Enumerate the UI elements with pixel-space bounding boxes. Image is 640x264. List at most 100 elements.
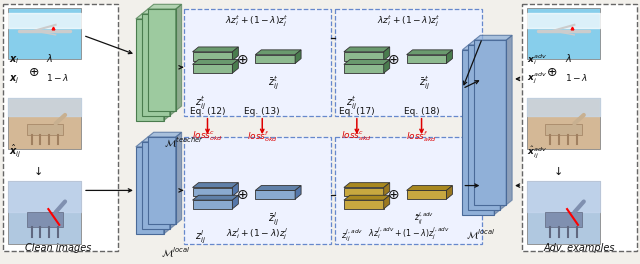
Text: $\boldsymbol{x}^{adv}_i$: $\boldsymbol{x}^{adv}_i$ [527, 52, 547, 67]
Text: $\lambda z^t_i + (1-\lambda)z^t_j$: $\lambda z^t_i + (1-\lambda)z^t_j$ [377, 13, 440, 29]
Text: $\boldsymbol{x}^{adv}_j$: $\boldsymbol{x}^{adv}_j$ [527, 71, 547, 86]
FancyBboxPatch shape [184, 9, 331, 116]
Polygon shape [142, 14, 170, 116]
Polygon shape [170, 9, 175, 116]
FancyBboxPatch shape [522, 4, 637, 251]
Polygon shape [527, 181, 600, 244]
Polygon shape [545, 212, 582, 227]
Polygon shape [175, 132, 182, 224]
Polygon shape [527, 98, 600, 149]
Polygon shape [494, 45, 500, 215]
Text: $loss^c_{okd}$: $loss^c_{okd}$ [192, 129, 223, 143]
Polygon shape [255, 186, 301, 190]
Polygon shape [406, 190, 447, 199]
Polygon shape [148, 9, 175, 111]
FancyBboxPatch shape [184, 137, 331, 244]
Polygon shape [384, 183, 390, 196]
Text: $z^t_{ij}$: $z^t_{ij}$ [195, 95, 206, 112]
Text: $\oplus$: $\oplus$ [236, 188, 248, 202]
Text: $\bar{z}^{l,adv}_{ij}$: $\bar{z}^{l,adv}_{ij}$ [415, 211, 435, 227]
Text: $\downarrow$: $\downarrow$ [31, 165, 42, 177]
Polygon shape [462, 50, 494, 215]
Polygon shape [142, 9, 175, 14]
Polygon shape [344, 60, 390, 64]
Text: $\bar{z}^t_{ij}$: $\bar{z}^t_{ij}$ [419, 75, 430, 92]
FancyBboxPatch shape [3, 4, 118, 251]
Polygon shape [384, 47, 390, 60]
Text: $loss^f_{okd}$: $loss^f_{okd}$ [247, 129, 278, 144]
Polygon shape [406, 50, 452, 55]
Polygon shape [26, 124, 63, 135]
Text: Eq. (13): Eq. (13) [244, 107, 280, 116]
Polygon shape [142, 137, 175, 142]
Text: $\hat{\boldsymbol{x}}^{adv}_{ij}$: $\hat{\boldsymbol{x}}^{adv}_{ij}$ [527, 144, 547, 160]
Polygon shape [344, 47, 390, 52]
Text: $\mathcal{M}^{local}$: $\mathcal{M}^{local}$ [466, 227, 495, 242]
Text: $loss^f_{akd}$: $loss^f_{akd}$ [406, 129, 437, 144]
Polygon shape [164, 14, 170, 121]
Polygon shape [462, 45, 500, 50]
Polygon shape [468, 40, 506, 45]
Text: $\mathcal{M}^{teacher}$: $\mathcal{M}^{teacher}$ [164, 135, 204, 150]
Text: $1-\lambda$: $1-\lambda$ [565, 72, 588, 83]
Text: $\bar{z}^l_{ij}$: $\bar{z}^l_{ij}$ [268, 211, 278, 228]
Polygon shape [8, 181, 81, 244]
Polygon shape [474, 35, 512, 40]
Polygon shape [136, 14, 170, 19]
Polygon shape [26, 212, 63, 227]
Text: $\hat{\boldsymbol{x}}_{ij}$: $\hat{\boldsymbol{x}}_{ij}$ [10, 143, 22, 159]
Text: $\lambda$: $\lambda$ [565, 53, 572, 64]
Polygon shape [232, 60, 238, 73]
Text: $\downarrow$: $\downarrow$ [552, 165, 563, 177]
Text: Adv. examples: Adv. examples [543, 243, 614, 252]
Polygon shape [148, 4, 182, 9]
Polygon shape [545, 124, 582, 135]
Text: $\oplus$: $\oplus$ [387, 53, 400, 67]
Polygon shape [474, 40, 506, 205]
Polygon shape [136, 147, 164, 234]
Polygon shape [136, 142, 170, 147]
Polygon shape [295, 50, 301, 63]
Polygon shape [232, 47, 238, 60]
Text: $\lambda z^t_i + (1-\lambda)z^t_j$: $\lambda z^t_i + (1-\lambda)z^t_j$ [225, 13, 289, 29]
Polygon shape [384, 60, 390, 73]
Polygon shape [344, 64, 384, 73]
FancyBboxPatch shape [335, 137, 483, 244]
Polygon shape [447, 186, 452, 199]
Polygon shape [170, 137, 175, 229]
Polygon shape [406, 186, 452, 190]
Text: $1-\lambda$: $1-\lambda$ [46, 72, 69, 83]
Polygon shape [193, 200, 232, 209]
Polygon shape [468, 45, 500, 210]
Text: $loss^c_{akd}$: $loss^c_{akd}$ [341, 129, 372, 143]
Polygon shape [527, 8, 600, 59]
Text: $\lambda z^{l,adv}_i + (1-\lambda)z^{l,adv}_j$: $\lambda z^{l,adv}_i + (1-\lambda)z^{l,a… [368, 226, 449, 242]
Polygon shape [500, 40, 506, 210]
Polygon shape [148, 132, 182, 137]
Polygon shape [232, 195, 238, 209]
Polygon shape [344, 52, 384, 60]
Polygon shape [136, 19, 164, 121]
Polygon shape [344, 200, 384, 209]
Text: $\lambda$: $\lambda$ [46, 53, 53, 64]
Text: $\lambda z^l_i + (1-\lambda)z^l_j$: $\lambda z^l_i + (1-\lambda)z^l_j$ [227, 226, 288, 242]
Text: $\bar{z}^t_{ij}$: $\bar{z}^t_{ij}$ [268, 75, 278, 92]
Text: $\oplus$: $\oplus$ [547, 66, 557, 79]
Polygon shape [406, 55, 447, 63]
Text: $z^{l,adv}_{ij}$: $z^{l,adv}_{ij}$ [340, 228, 363, 244]
Text: $\boldsymbol{x}_j$: $\boldsymbol{x}_j$ [10, 73, 20, 86]
Polygon shape [344, 187, 384, 196]
Polygon shape [164, 142, 170, 234]
Polygon shape [8, 8, 81, 59]
Polygon shape [255, 50, 301, 55]
Text: Clean images: Clean images [25, 243, 92, 252]
Polygon shape [193, 195, 238, 200]
Polygon shape [193, 52, 232, 60]
Polygon shape [384, 195, 390, 209]
Polygon shape [193, 60, 238, 64]
Text: $\mathcal{M}^{local}$: $\mathcal{M}^{local}$ [161, 246, 190, 260]
Text: $\oplus$: $\oplus$ [28, 66, 39, 79]
Text: $\oplus$: $\oplus$ [387, 188, 400, 202]
Polygon shape [148, 137, 175, 224]
Text: Eq. (18): Eq. (18) [404, 107, 440, 116]
